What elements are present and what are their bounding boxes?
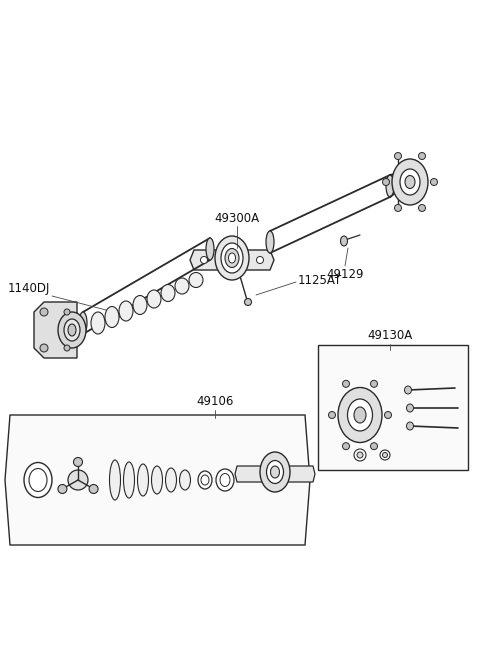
Ellipse shape	[343, 443, 349, 449]
Ellipse shape	[133, 295, 147, 314]
Ellipse shape	[357, 452, 363, 458]
Polygon shape	[34, 302, 77, 358]
Ellipse shape	[340, 236, 348, 246]
Ellipse shape	[73, 457, 83, 466]
Ellipse shape	[64, 309, 70, 315]
Polygon shape	[190, 250, 274, 270]
Ellipse shape	[383, 453, 387, 457]
Ellipse shape	[166, 468, 177, 492]
Ellipse shape	[405, 176, 415, 188]
Ellipse shape	[384, 411, 392, 419]
Ellipse shape	[124, 304, 130, 314]
Text: 49106: 49106	[196, 395, 234, 408]
Ellipse shape	[105, 306, 119, 327]
Ellipse shape	[256, 256, 264, 264]
Ellipse shape	[123, 462, 134, 498]
Ellipse shape	[215, 236, 249, 280]
Ellipse shape	[354, 407, 366, 423]
Ellipse shape	[147, 290, 161, 308]
Ellipse shape	[152, 466, 163, 494]
Ellipse shape	[266, 461, 284, 483]
Ellipse shape	[40, 344, 48, 352]
Ellipse shape	[383, 178, 389, 186]
Polygon shape	[5, 415, 310, 545]
Ellipse shape	[206, 238, 214, 260]
Ellipse shape	[271, 466, 279, 478]
Ellipse shape	[68, 324, 76, 336]
Ellipse shape	[24, 462, 52, 497]
Ellipse shape	[260, 452, 290, 492]
Ellipse shape	[395, 205, 401, 211]
Ellipse shape	[386, 175, 394, 197]
Ellipse shape	[137, 464, 148, 496]
Polygon shape	[235, 466, 315, 482]
Ellipse shape	[407, 422, 413, 430]
Ellipse shape	[338, 388, 382, 443]
Ellipse shape	[58, 485, 67, 493]
Ellipse shape	[348, 399, 372, 431]
Ellipse shape	[161, 285, 175, 302]
Ellipse shape	[198, 471, 212, 489]
Ellipse shape	[220, 474, 230, 487]
Ellipse shape	[109, 460, 120, 500]
Ellipse shape	[29, 468, 47, 491]
Ellipse shape	[343, 380, 349, 387]
Ellipse shape	[400, 169, 420, 195]
Ellipse shape	[221, 243, 243, 273]
Ellipse shape	[89, 485, 98, 493]
Ellipse shape	[419, 205, 425, 211]
Ellipse shape	[119, 301, 133, 321]
Ellipse shape	[68, 470, 88, 490]
Ellipse shape	[225, 249, 239, 268]
Ellipse shape	[419, 152, 425, 159]
Ellipse shape	[407, 404, 413, 412]
Ellipse shape	[228, 253, 236, 263]
Ellipse shape	[175, 278, 189, 294]
Text: 49130A: 49130A	[367, 329, 413, 342]
Ellipse shape	[371, 380, 377, 387]
Ellipse shape	[64, 319, 80, 341]
Ellipse shape	[91, 312, 105, 334]
Text: 1140DJ: 1140DJ	[8, 282, 50, 295]
Ellipse shape	[180, 470, 191, 490]
Bar	[318, 345, 468, 470]
Ellipse shape	[354, 449, 366, 461]
Text: 49300A: 49300A	[215, 212, 260, 225]
Ellipse shape	[328, 411, 336, 419]
Ellipse shape	[371, 443, 377, 449]
Ellipse shape	[392, 159, 428, 205]
Ellipse shape	[79, 312, 87, 334]
Ellipse shape	[201, 256, 207, 264]
Ellipse shape	[431, 178, 437, 186]
Ellipse shape	[58, 312, 86, 348]
Text: 49129: 49129	[326, 268, 364, 281]
Ellipse shape	[244, 298, 252, 306]
Ellipse shape	[216, 469, 234, 491]
Ellipse shape	[395, 152, 401, 159]
Ellipse shape	[201, 475, 209, 485]
Ellipse shape	[64, 345, 70, 351]
Ellipse shape	[266, 231, 274, 253]
Ellipse shape	[40, 308, 48, 316]
Ellipse shape	[189, 272, 203, 287]
Text: 1125AT: 1125AT	[298, 274, 342, 287]
Ellipse shape	[380, 450, 390, 460]
Ellipse shape	[405, 386, 411, 394]
